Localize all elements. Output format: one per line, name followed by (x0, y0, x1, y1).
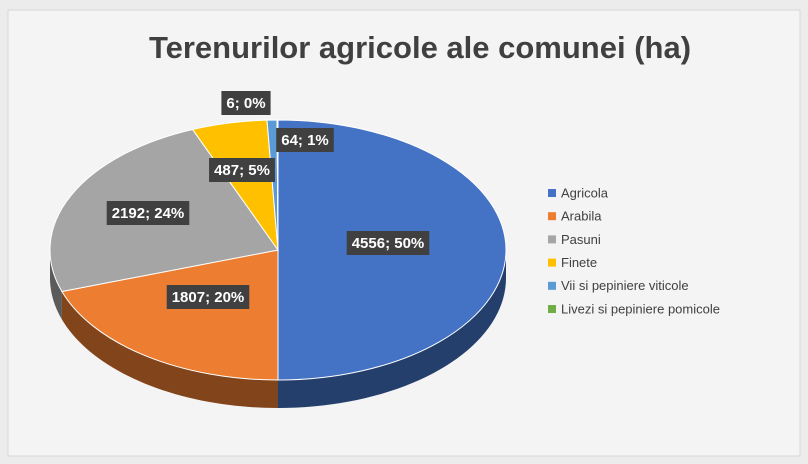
legend-label: Agricola (561, 185, 609, 200)
legend-label: Vii si pepiniere viticole (561, 278, 689, 293)
chart-title: Terenurilor agricole ale comunei (ha) (149, 30, 691, 65)
legend-swatch (548, 235, 556, 244)
data-label-text: 64; 1% (281, 132, 329, 149)
legend-label: Pasuni (561, 232, 601, 247)
data-label-box (346, 231, 430, 255)
data-label: 487; 5% (209, 158, 275, 182)
pie-side (61, 291, 279, 408)
legend-swatch (548, 258, 556, 267)
legend-swatch (548, 189, 556, 197)
data-label-box (221, 91, 271, 115)
legend-swatch (548, 212, 556, 221)
data-label-text: 1807; 20% (172, 289, 245, 306)
legend-swatch (548, 305, 556, 313)
data-label: 6; 0% (221, 91, 271, 115)
data-label-text: 4556; 50% (352, 235, 425, 252)
legend-label: Finete (561, 255, 597, 270)
data-label-box (276, 128, 334, 152)
data-label: 64; 1% (276, 128, 334, 152)
data-label-text: 487; 5% (214, 162, 270, 179)
data-label-box (106, 201, 190, 225)
pie-slice (61, 249, 279, 381)
legend-label: Arabila (561, 209, 602, 224)
data-label-text: 6; 0% (226, 95, 265, 112)
pie-side (50, 250, 62, 320)
pie-side (278, 250, 506, 408)
legend-label: Livezi si pepiniere pomicole (561, 301, 720, 316)
legend-swatch (548, 281, 556, 290)
data-label: 2192; 24% (106, 201, 190, 225)
data-label: 1807; 20% (166, 285, 250, 309)
data-label-box (209, 158, 275, 182)
pie-slice (276, 119, 279, 251)
data-label-box (166, 285, 250, 309)
data-label-text: 2192; 24% (112, 205, 185, 222)
data-label: 4556; 50% (346, 231, 430, 255)
